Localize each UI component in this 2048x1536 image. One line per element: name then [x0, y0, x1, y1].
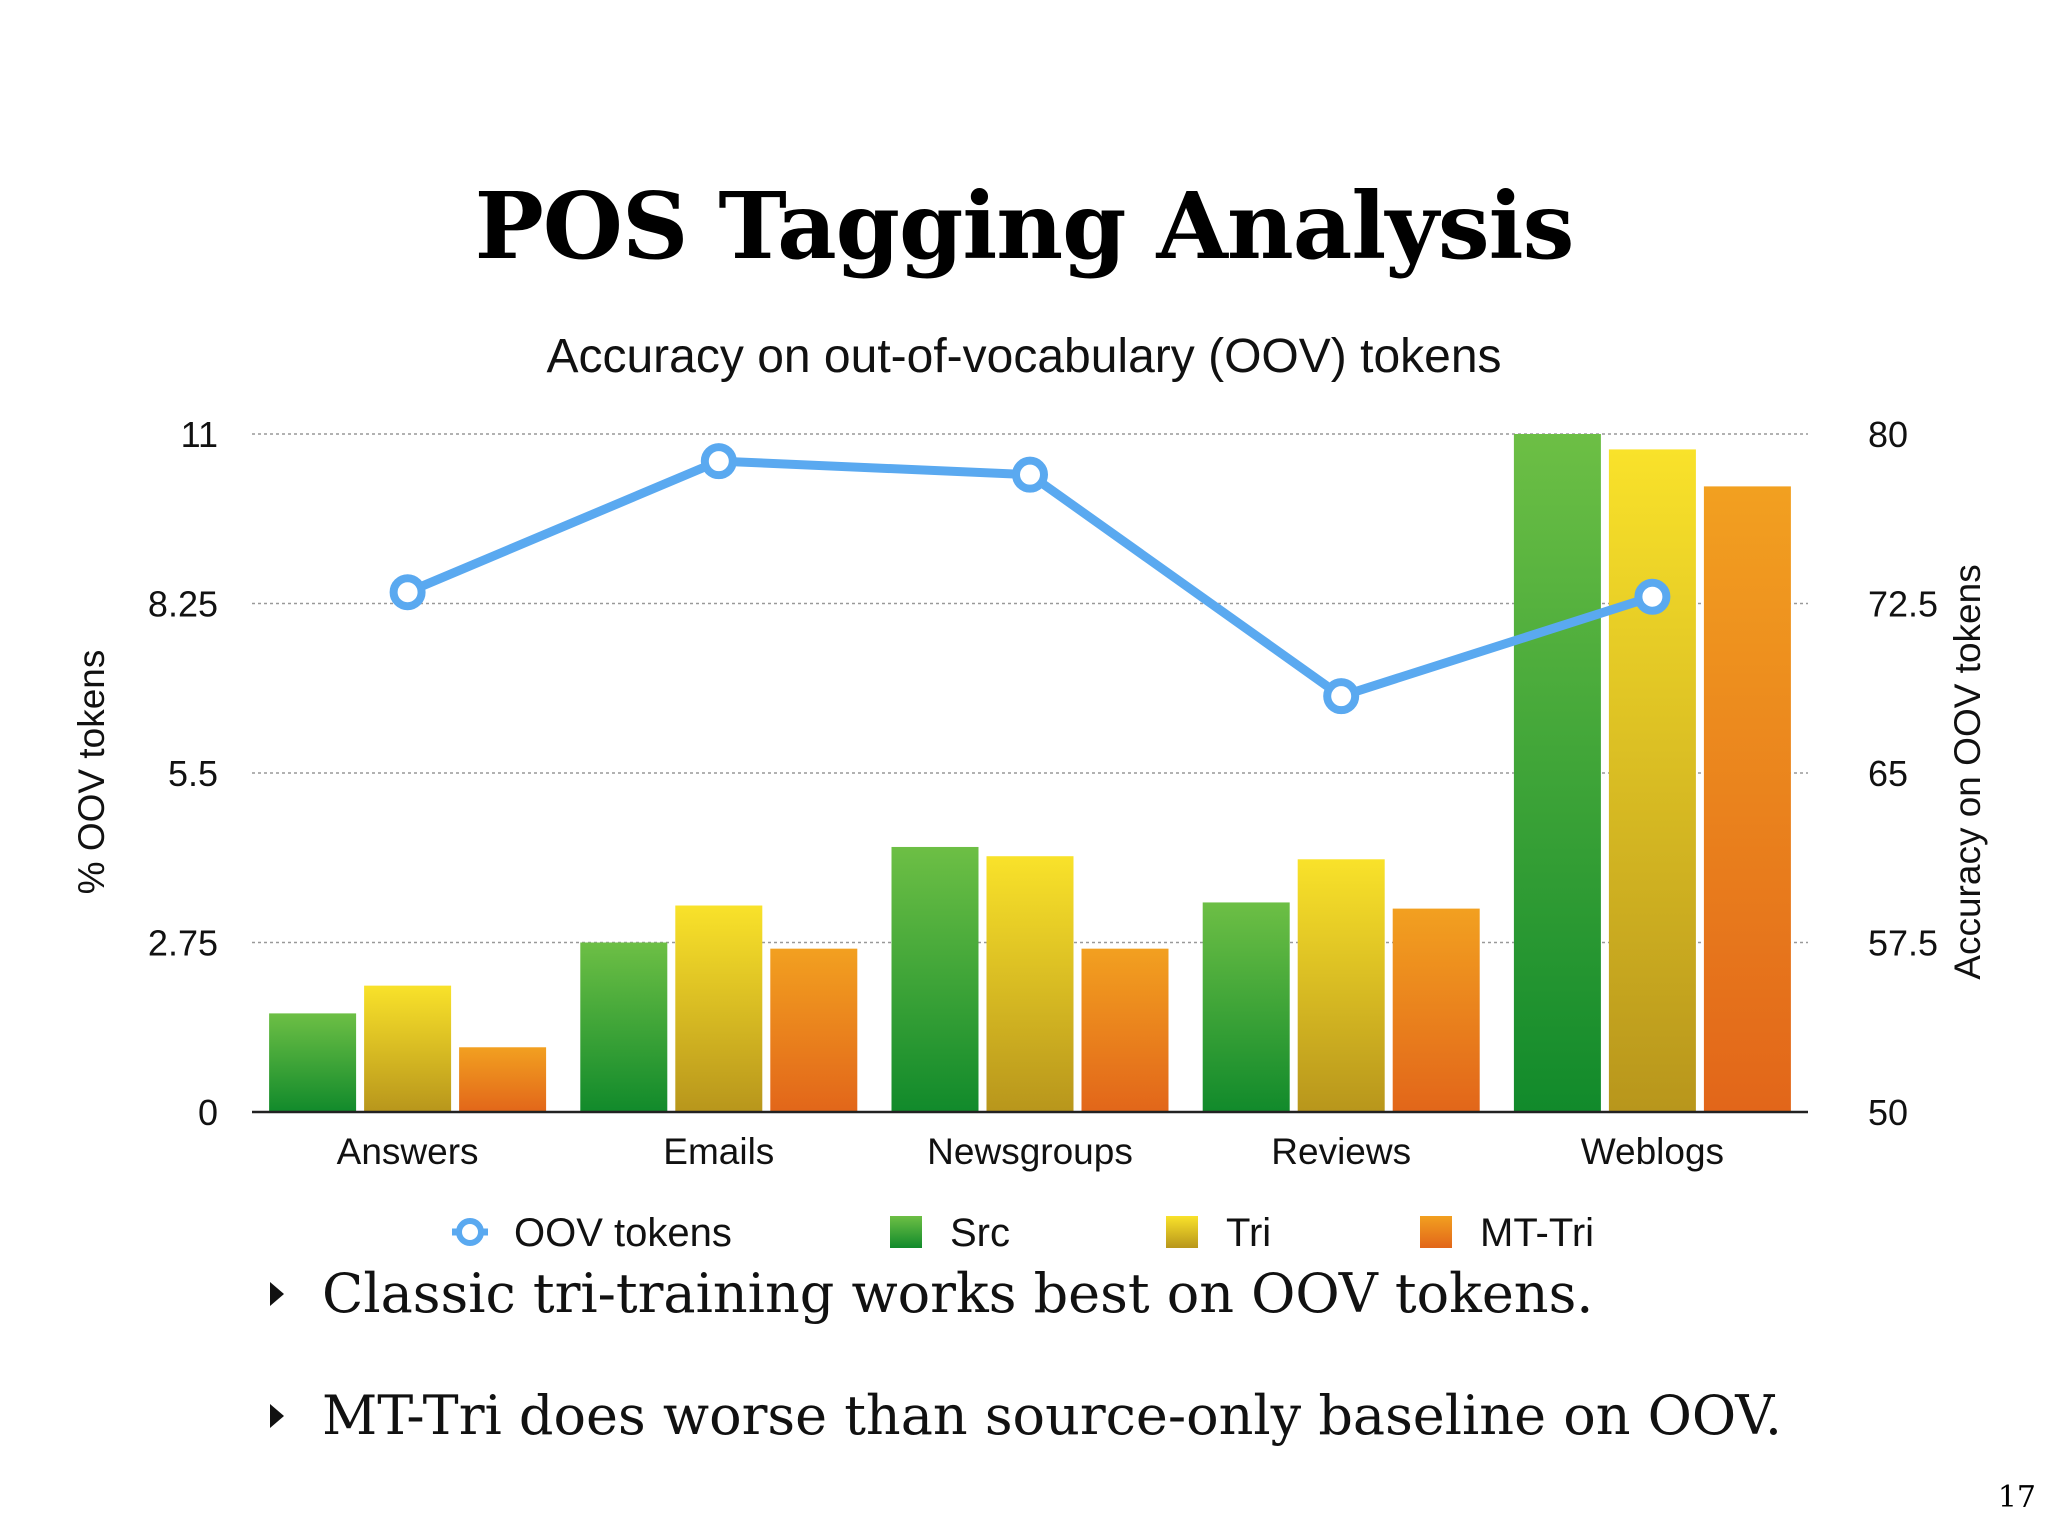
- y-tick-label-left: 8.25: [148, 584, 218, 625]
- legend-swatch: [890, 1216, 922, 1248]
- y-tick-label-left: 2.75: [148, 923, 218, 964]
- bar-src-emails: [580, 942, 668, 1112]
- bar-tri-answers: [364, 985, 452, 1112]
- legend-swatch: [1166, 1216, 1198, 1248]
- oov-point: [700, 443, 737, 480]
- legend-label: MT-Tri: [1480, 1211, 1594, 1255]
- bar-mt-tri-weblogs: [1703, 486, 1791, 1113]
- bar-tri-weblogs: [1608, 449, 1696, 1113]
- bullet-triangle-icon: [270, 1404, 284, 1428]
- bullet-item: MT-Tri does worse than source-only basel…: [262, 1384, 1782, 1447]
- oov-point: [389, 574, 426, 611]
- y-tick-label-right: 57.5: [1868, 923, 1938, 964]
- bar-src-weblogs: [1513, 434, 1601, 1112]
- bullet-item: Classic tri-training works best on OOV t…: [262, 1262, 1782, 1325]
- x-tick-label: Newsgroups: [927, 1131, 1133, 1172]
- legend-label: Src: [950, 1211, 1010, 1255]
- oov-point: [1012, 456, 1048, 493]
- bar-tri-emails: [675, 905, 763, 1112]
- axes: 0 50 2.75 57.5 5.5 65 8.25 72.5 11 80 Answers Email…: [148, 414, 1938, 1172]
- chart-title: Accuracy on out-of-vocabulary (OOV) toke…: [546, 330, 1501, 383]
- bar-tri-reviews: [1297, 859, 1385, 1112]
- bullet-text: Classic tri-training works best on OOV t…: [322, 1262, 1594, 1325]
- bullet-list: Classic tri-training works best on OOV t…: [262, 1262, 1782, 1506]
- y-axis-label-right: Accuracy on OOV tokens: [1947, 564, 1988, 979]
- x-tick-label: Reviews: [1271, 1131, 1411, 1172]
- y-tick-label-right: 65: [1868, 753, 1908, 794]
- bar-mt-tri-newsgroups: [1081, 948, 1169, 1112]
- y-tick-label-left: 11: [181, 414, 218, 455]
- x-tick-label: Emails: [663, 1131, 774, 1172]
- x-tick-label: Weblogs: [1581, 1131, 1724, 1172]
- y-tick-label-right: 72.5: [1868, 584, 1938, 625]
- bar-mt-tri-reviews: [1392, 908, 1480, 1112]
- bars: [269, 434, 1791, 1113]
- bar-src-reviews: [1202, 902, 1290, 1112]
- oov-line: [405, 456, 1654, 701]
- x-tick-label: Answers: [337, 1131, 479, 1172]
- bullet-text: MT-Tri does worse than source-only basel…: [322, 1384, 1782, 1447]
- legend-label: Tri: [1226, 1211, 1271, 1255]
- oov-line-series: [389, 443, 1671, 715]
- legend-swatch: [1420, 1216, 1452, 1248]
- bar-mt-tri-answers: [459, 1047, 547, 1112]
- page-number: 17: [1997, 1480, 2036, 1515]
- bar-tri-newsgroups: [986, 856, 1074, 1112]
- legend: OOV tokens Src Tri MT-Tri: [452, 1211, 1594, 1255]
- slide-title: POS Tagging Analysis: [474, 172, 1575, 280]
- y-tick-label-left: 0: [198, 1092, 218, 1133]
- y-tick-label-right: 50: [1868, 1092, 1908, 1133]
- oov-point: [1323, 678, 1360, 715]
- oov-point: [1634, 578, 1671, 615]
- legend-swatch-oov: [456, 1218, 484, 1246]
- y-tick-label-right: 80: [1868, 414, 1908, 455]
- bar-src-newsgroups: [891, 846, 979, 1112]
- bullet-triangle-icon: [270, 1282, 284, 1306]
- bar-mt-tri-emails: [770, 948, 858, 1112]
- y-tick-label-left: 5.5: [168, 753, 218, 794]
- bar-src-answers: [269, 1013, 357, 1112]
- y-axis-label-left: % OOV tokens: [71, 650, 112, 895]
- legend-label: OOV tokens: [514, 1211, 732, 1255]
